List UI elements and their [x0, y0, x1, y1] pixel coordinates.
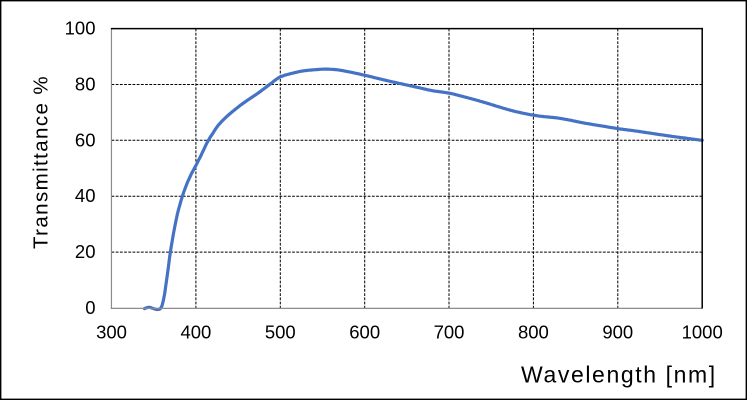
svg-text:800: 800: [518, 322, 549, 343]
svg-text:20: 20: [75, 241, 96, 262]
svg-text:500: 500: [265, 322, 296, 343]
svg-text:600: 600: [349, 322, 380, 343]
svg-text:60: 60: [75, 129, 96, 150]
svg-text:900: 900: [602, 322, 633, 343]
svg-text:Transmittance %: Transmittance %: [30, 75, 53, 249]
svg-text:1000: 1000: [682, 322, 723, 343]
svg-text:40: 40: [75, 185, 96, 206]
svg-text:400: 400: [180, 322, 211, 343]
svg-text:100: 100: [65, 18, 96, 39]
svg-text:0: 0: [85, 297, 95, 318]
svg-text:80: 80: [75, 74, 96, 95]
svg-text:300: 300: [96, 322, 127, 343]
svg-text:Wavelength [nm]: Wavelength [nm]: [521, 362, 717, 388]
svg-text:700: 700: [434, 322, 465, 343]
